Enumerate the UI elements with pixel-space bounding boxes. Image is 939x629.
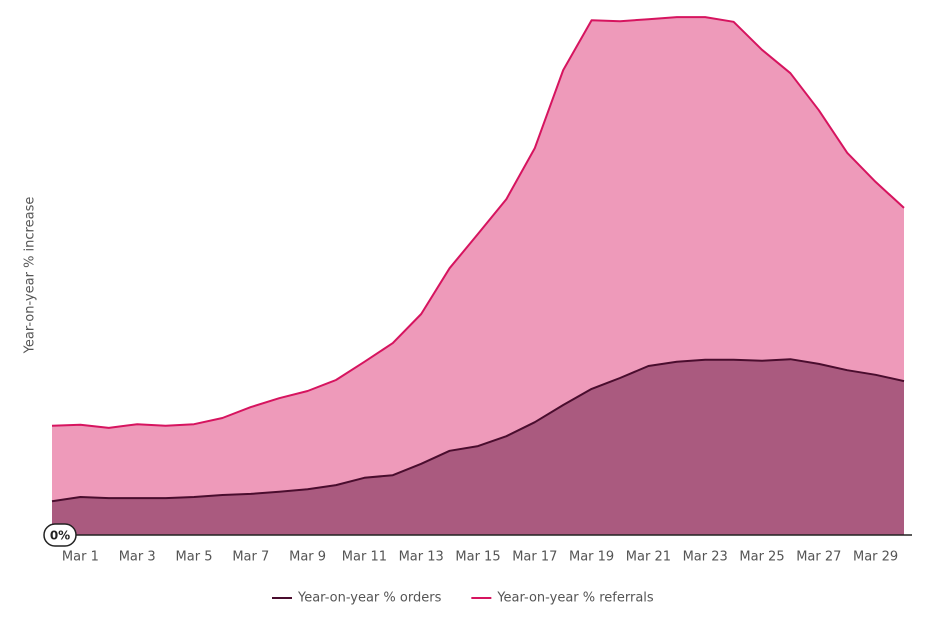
x-tick-label: Mar 19 bbox=[569, 550, 614, 565]
x-tick-label: Mar 3 bbox=[119, 550, 156, 565]
x-tick-label: Mar 27 bbox=[796, 550, 841, 565]
x-tick-label: Mar 9 bbox=[289, 550, 326, 565]
legend: Year-on-year % orders Year-on-year % refe… bbox=[272, 591, 654, 606]
x-tick-label: Mar 29 bbox=[853, 550, 898, 565]
x-tick-label: Mar 21 bbox=[626, 550, 671, 565]
line bbox=[51, 358, 905, 503]
x-tick-label: Mar 15 bbox=[455, 550, 500, 565]
legend-label: Year-on-year % referrals bbox=[496, 591, 654, 606]
legend-label: Year-on-year % orders bbox=[297, 591, 442, 606]
line bbox=[51, 16, 905, 429]
x-tick-label: Mar 11 bbox=[342, 550, 387, 565]
x-tick-label: Mar 23 bbox=[683, 550, 728, 565]
x-tick-label: Mar 5 bbox=[176, 550, 213, 565]
x-tick-label: Mar 17 bbox=[512, 550, 557, 565]
x-tick-label: Mar 25 bbox=[739, 550, 784, 565]
x-tick-label: Mar 13 bbox=[399, 550, 444, 565]
tick-badge bbox=[43, 523, 77, 547]
y-axis-label: Year-on-year % increase bbox=[23, 197, 38, 355]
y-tick-label: 0% bbox=[50, 529, 70, 543]
x-tick-label: Mar 1 bbox=[62, 550, 99, 565]
x-tick-label: Mar 7 bbox=[232, 550, 269, 565]
